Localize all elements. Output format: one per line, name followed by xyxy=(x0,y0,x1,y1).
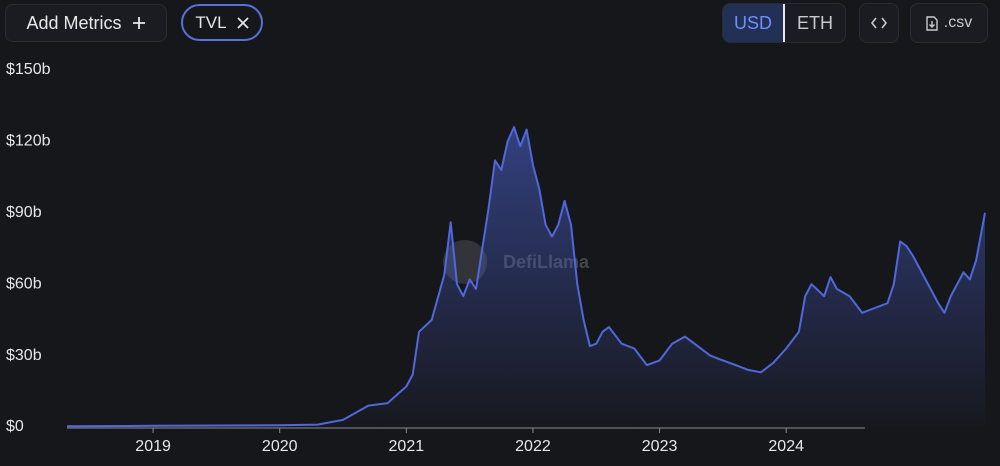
currency-toggle: USD ETH xyxy=(722,3,846,43)
x-tick-label: 2020 xyxy=(262,438,298,455)
close-icon xyxy=(236,16,249,29)
chip-label: TVL xyxy=(195,12,227,32)
tvl-line xyxy=(66,126,986,428)
download-icon xyxy=(926,15,938,31)
code-icon xyxy=(871,17,887,29)
plus-icon xyxy=(132,17,145,29)
y-tick-label: $90b xyxy=(6,204,42,221)
add-metrics-button[interactable]: Add Metrics xyxy=(5,4,167,42)
y-tick-label: $60b xyxy=(6,275,42,292)
button-label: Add Metrics xyxy=(26,12,122,33)
embed-button[interactable] xyxy=(859,3,899,43)
x-tick-label: 2023 xyxy=(642,438,678,455)
x-tick-label: 2024 xyxy=(768,438,804,455)
x-tick-label: 2019 xyxy=(135,438,171,455)
usd-option[interactable]: USD xyxy=(723,4,785,42)
y-tick-label: $30b xyxy=(6,347,42,364)
area-fill xyxy=(67,127,985,427)
csv-button[interactable]: .csv xyxy=(910,3,988,43)
csv-label: .csv xyxy=(943,14,973,31)
x-tick-label: 2021 xyxy=(389,438,425,455)
y-tick-label: $150b xyxy=(6,61,51,78)
metric-chip[interactable]: TVL xyxy=(181,4,263,41)
y-tick-label: $0 xyxy=(6,418,24,435)
eth-option[interactable]: ETH xyxy=(797,12,833,33)
x-tick-label: 2022 xyxy=(515,438,551,455)
watermark-text: DefiLlama xyxy=(503,252,590,272)
y-tick-label: $120b xyxy=(6,133,51,150)
watermark: DefiLlama xyxy=(443,240,590,284)
